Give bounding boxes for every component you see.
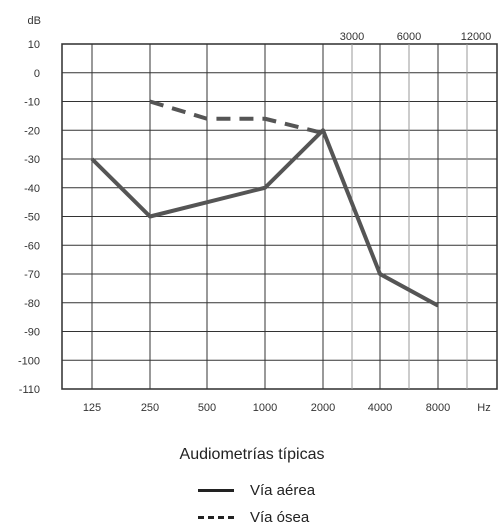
grid xyxy=(61,43,498,390)
x-tick-label: 125 xyxy=(83,402,101,414)
x-top-label: 12000 xyxy=(461,31,492,43)
legend-swatch-dashed xyxy=(198,515,234,519)
x-top-label: 3000 xyxy=(340,31,364,43)
legend-item-air: Vía aérea xyxy=(198,480,315,500)
legend-title: Audiometrías típicas xyxy=(179,446,325,463)
series-line-air xyxy=(90,128,439,308)
axis-ticks: dB 10 0 -10 -20 -30 -40 -50 -60 -70 -80 -90 -100 -110… xyxy=(18,15,491,414)
x-tick-label: 500 xyxy=(198,402,216,414)
x-tick-label: 2000 xyxy=(311,402,335,414)
y-tick-label: -80 xyxy=(24,298,40,310)
legend-swatch-solid xyxy=(198,488,234,492)
y-tick-label: -90 xyxy=(24,327,40,339)
x-top-label: 6000 xyxy=(397,31,421,43)
y-tick-label: -110 xyxy=(19,384,40,396)
legend-label-bone: Vía ósea xyxy=(250,508,310,526)
series-line-bone xyxy=(149,99,324,136)
legend-label-air: Vía aérea xyxy=(250,481,316,499)
y-tick-label: 10 xyxy=(28,39,40,51)
y-tick-label: -70 xyxy=(24,269,40,281)
y-tick-label: 0 xyxy=(34,68,40,80)
y-tick-label: -10 xyxy=(24,97,40,109)
series-lines xyxy=(90,99,439,308)
y-unit-label: dB xyxy=(28,15,41,27)
y-tick-label: -100 xyxy=(18,355,40,367)
y-tick-label: -40 xyxy=(24,183,40,195)
y-tick-label: -20 xyxy=(24,125,40,137)
y-tick-label: -30 xyxy=(24,154,40,166)
x-tick-label: 8000 xyxy=(426,402,450,414)
x-tick-label: 4000 xyxy=(368,402,392,414)
x-unit-label: Hz xyxy=(477,402,490,414)
y-tick-label: -60 xyxy=(24,240,40,252)
y-tick-label: -50 xyxy=(24,212,40,224)
x-tick-label: 1000 xyxy=(253,402,277,414)
legend-item-bone: Vía ósea xyxy=(198,507,309,527)
x-tick-label: 250 xyxy=(141,402,159,414)
